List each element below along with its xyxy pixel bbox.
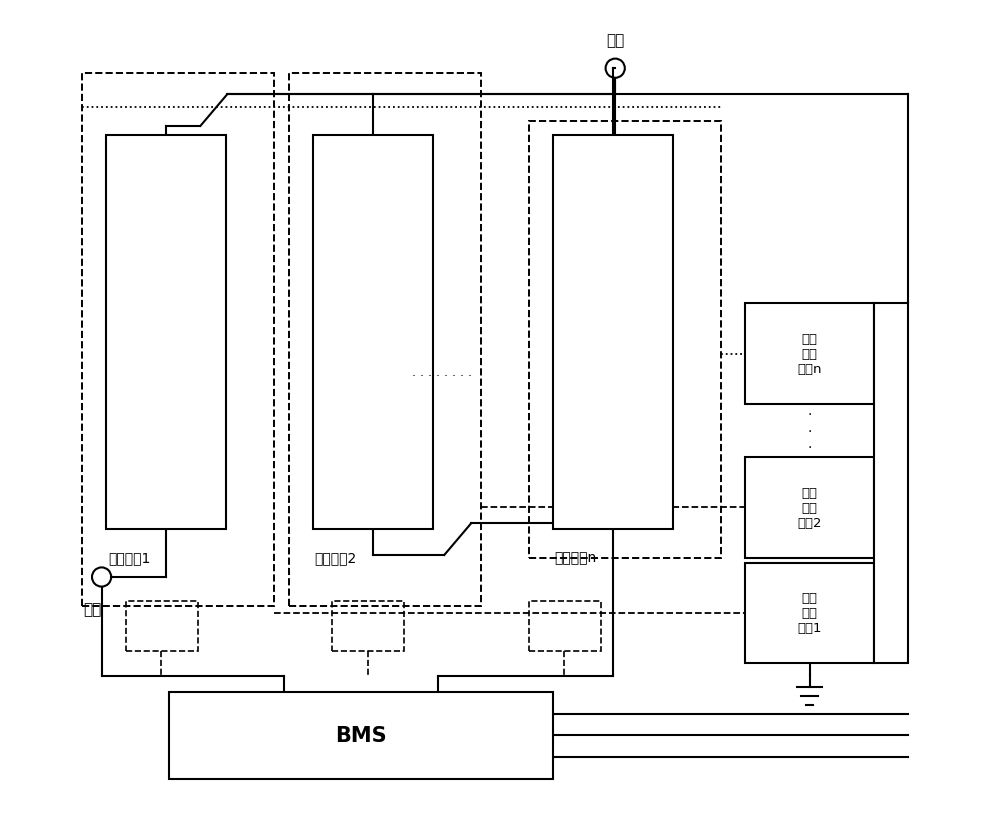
Text: 绝缘
检测
模块1: 绝缘 检测 模块1 bbox=[797, 592, 822, 635]
Bar bbox=[874, 304, 908, 663]
Text: 电池模块n: 电池模块n bbox=[555, 550, 597, 564]
Bar bbox=[82, 74, 274, 606]
Text: · · · · · · · ·: · · · · · · · · bbox=[412, 369, 472, 382]
Bar bbox=[313, 136, 433, 529]
Text: ·
·
·: · · · bbox=[807, 408, 812, 455]
Text: 电池模块1: 电池模块1 bbox=[108, 550, 151, 564]
Bar bbox=[126, 601, 198, 651]
Text: 绝缘
检测
模块n: 绝缘 检测 模块n bbox=[797, 333, 822, 376]
Text: 负极: 负极 bbox=[83, 601, 101, 616]
Bar bbox=[106, 136, 226, 529]
Text: 绝缘
检测
模块2: 绝缘 检测 模块2 bbox=[797, 486, 822, 529]
Bar bbox=[529, 122, 721, 558]
Text: 电池模块2: 电池模块2 bbox=[315, 550, 357, 564]
Bar bbox=[289, 74, 481, 606]
Bar bbox=[745, 563, 874, 663]
Bar bbox=[745, 304, 874, 405]
Bar bbox=[332, 601, 404, 651]
Bar bbox=[529, 601, 601, 651]
Bar bbox=[553, 136, 673, 529]
Text: BMS: BMS bbox=[335, 726, 387, 745]
Bar bbox=[745, 458, 874, 558]
Text: 正极: 正极 bbox=[606, 33, 624, 48]
Bar bbox=[169, 692, 553, 779]
